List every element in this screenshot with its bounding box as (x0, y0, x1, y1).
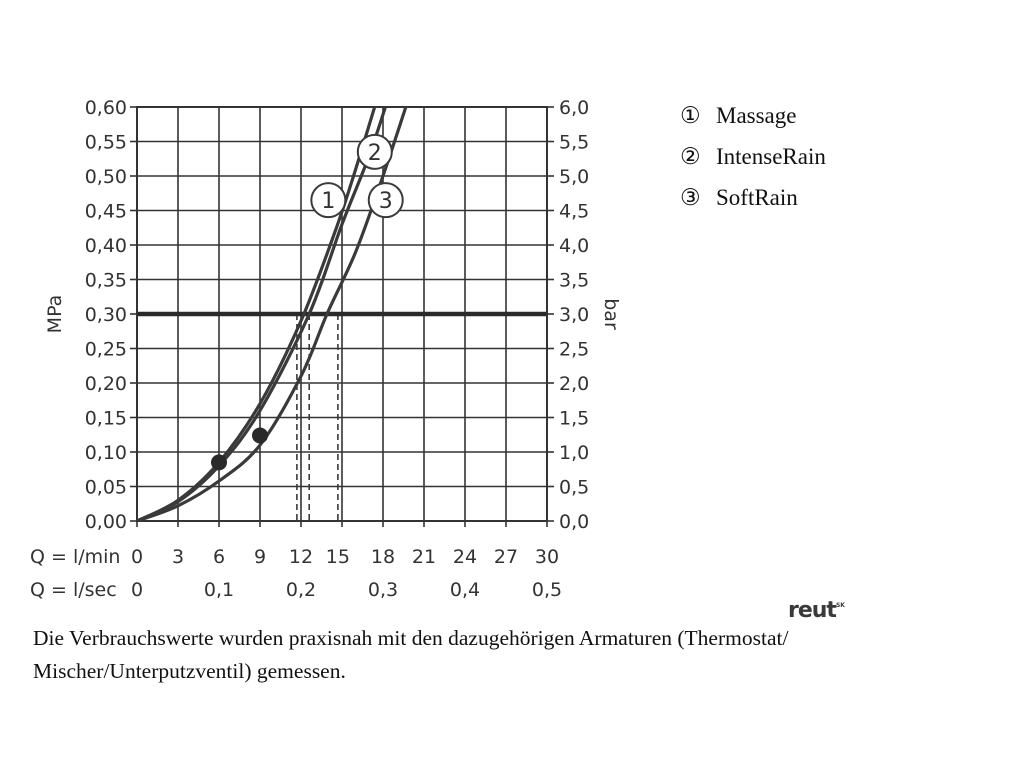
y-right-tick-label: 1,0 (559, 442, 589, 464)
y-right-tick-label: 2,5 (559, 339, 589, 361)
legend-label-intenserain: IntenseRain (716, 144, 826, 169)
y-right-tick-label: 6,0 (559, 97, 589, 119)
y-right-axis-label: bar (600, 298, 622, 330)
x-min-tick-label: 21 (412, 546, 436, 568)
y-left-tick-label: 0,55 (85, 132, 127, 154)
series-line-2 (137, 107, 388, 521)
curve-label-circle (310, 182, 347, 219)
x-min-tick-label: 27 (494, 546, 518, 568)
y-right-tick-label: 5,5 (559, 132, 589, 154)
curve-label-text: 1 (321, 189, 335, 214)
x-min-tick-label: 24 (453, 546, 477, 568)
y-right-tick-label: 5,0 (559, 166, 589, 188)
logo-text: reut (788, 598, 837, 623)
legend-num-3: ③ (680, 185, 701, 210)
x-sec-tick-label: 0,5 (532, 579, 562, 601)
legend-item-massage: ① Massage (680, 100, 826, 141)
y-right-tick-label: 3,0 (559, 304, 589, 326)
y-right-tick-label: 0,5 (559, 477, 589, 499)
y-left-tick-label: 0,10 (85, 442, 127, 464)
brand-logo: reutSK (788, 598, 845, 623)
y-left-tick-label: 0,60 (85, 97, 127, 119)
x-min-tick-label: 15 (326, 546, 350, 568)
curve-label-text: 2 (368, 141, 382, 166)
y-left-tick-label: 0,15 (85, 408, 127, 430)
legend: ① Massage ② IntenseRain ③ SoftRain (680, 100, 826, 223)
y-left-tick-label: 0,45 (85, 201, 127, 223)
y-right-tick-label: 0,0 (559, 511, 589, 533)
y-left-tick-label: 0,20 (85, 373, 127, 395)
y-left-tick-label: 0,00 (85, 511, 127, 533)
plot-frame (136, 106, 548, 522)
y-left-axis-label: MPa (44, 295, 66, 334)
curve-label-circle (356, 133, 393, 170)
y-right-tick-label: 4,5 (559, 201, 589, 223)
y-left-tick-label: 0,40 (85, 235, 127, 257)
curve-label-circle (367, 182, 404, 219)
y-right-tick-label: 2,0 (559, 373, 589, 395)
x-min-tick-label: 3 (172, 546, 184, 568)
legend-label-softrain: SoftRain (716, 185, 798, 210)
legend-num-2: ② (680, 144, 701, 169)
y-left-tick-label: 0,50 (85, 166, 127, 188)
legend-num-1: ① (680, 103, 701, 128)
logo-sup: SK (835, 602, 845, 609)
x-min-tick-label: 18 (371, 546, 395, 568)
data-point-marker (252, 427, 268, 444)
y-left-tick-label: 0,30 (85, 304, 127, 326)
y-right-tick-label: 1,5 (559, 408, 589, 430)
x-min-tick-label: 30 (535, 546, 559, 568)
x-sec-tick-label: 0,1 (204, 579, 234, 601)
y-right-tick-label: 3,5 (559, 270, 589, 292)
y-left-tick-label: 0,25 (85, 339, 127, 361)
y-left-tick-label: 0,05 (85, 477, 127, 499)
curve-label-text: 3 (379, 189, 393, 214)
legend-item-intenserain: ② IntenseRain (680, 141, 826, 182)
x-min-tick-label: 0 (131, 546, 143, 568)
data-point-marker (211, 454, 227, 471)
x-sec-tick-label: 0 (131, 579, 143, 601)
y-right-tick-label: 4,0 (559, 235, 589, 257)
x-min-tick-label: 9 (254, 546, 266, 568)
legend-item-softrain: ③ SoftRain (680, 182, 826, 223)
x-sec-tick-label: 0,3 (368, 579, 398, 601)
x-min-axis-label: Q = l/min (30, 546, 120, 568)
x-sec-tick-label: 0,4 (450, 579, 480, 601)
y-left-tick-label: 0,35 (85, 270, 127, 292)
flow-pressure-chart: 0,00 0,00,05 0,50,10 1,00,15 1,50,20 2,00,25 2… (30, 97, 622, 601)
x-min-tick-label: 12 (289, 546, 313, 568)
footnote: Die Verbrauchswerte wurden praxisnah mit… (33, 626, 789, 683)
x-sec-tick-label: 0,2 (286, 579, 316, 601)
x-min-tick-label: 6 (213, 546, 225, 568)
legend-label-massage: Massage (716, 103, 797, 128)
x-sec-axis-label: Q = l/sec (30, 579, 117, 601)
